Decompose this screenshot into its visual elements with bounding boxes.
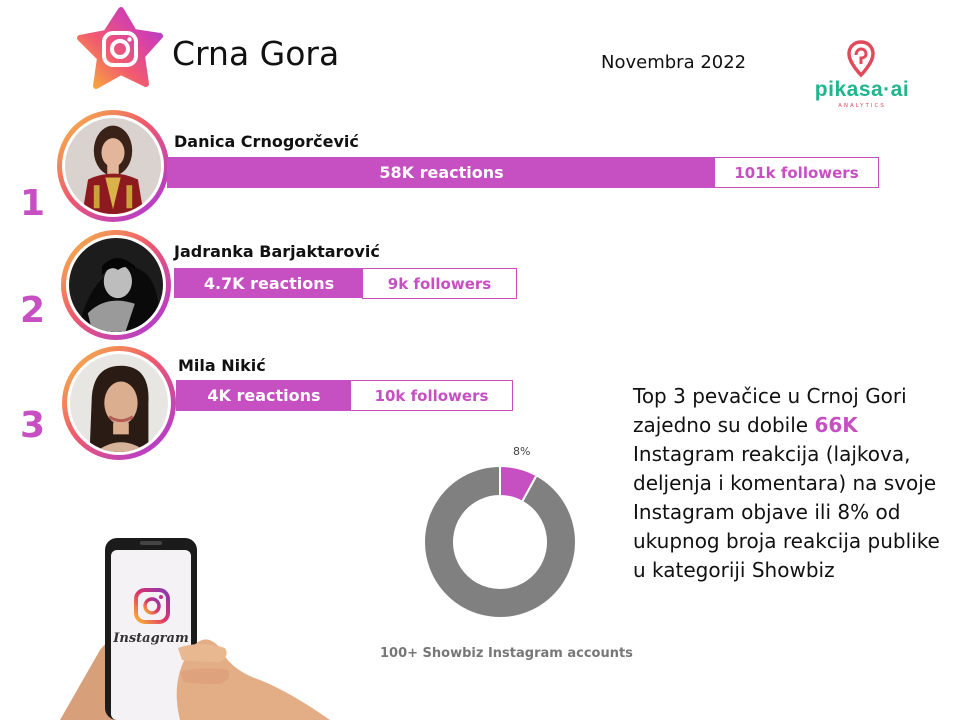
donut-slice-other: [423, 464, 577, 619]
page-title: Crna Gora: [172, 34, 340, 73]
reactions-share-donut: [423, 464, 577, 619]
phone-in-hand-illustration: Instagram: [60, 538, 330, 720]
reactions-bar: 4K reactions: [176, 380, 352, 411]
summary-text: Top 3 pevačice u Crnoj Gori zajedno su d…: [633, 382, 943, 585]
brand-name: pikasa·ai: [814, 78, 910, 101]
avatar: [57, 110, 169, 222]
reactions-bar: 4.7K reactions: [174, 268, 364, 298]
followers-box: 10k followers: [350, 380, 513, 411]
followers-box: 9k followers: [362, 268, 517, 299]
donut-data-label: 8%: [513, 445, 531, 458]
instagram-star-logo: [77, 7, 163, 89]
rank-number: 2: [20, 290, 46, 331]
avatar: [61, 230, 171, 340]
phone-app-name: Instagram: [112, 631, 188, 646]
brand-subtitle: ANALYTICS: [838, 103, 886, 109]
summary-part-2: Instagram reakcija (lajkova, deljenja i …: [633, 442, 940, 582]
singer-name: Danica Crnogorčević: [174, 132, 359, 151]
reactions-bar: 58K reactions: [167, 157, 716, 188]
avatar: [62, 346, 176, 460]
rank-number: 3: [20, 405, 46, 446]
date-label: Novembra 2022: [601, 52, 747, 73]
donut-caption: 100+ Showbiz Instagram accounts: [380, 646, 633, 661]
summary-highlight: 66K: [814, 413, 858, 437]
followers-box: 101k followers: [714, 157, 879, 188]
location-pin-icon: [847, 40, 875, 78]
singer-photo: [69, 238, 163, 332]
singer-name: Jadranka Barjaktarović: [174, 242, 380, 261]
rank-number: 1: [20, 183, 46, 224]
singer-photo: [65, 118, 161, 214]
pikasa-brand-logo: pikasa·ai ANALYTICS: [806, 40, 918, 112]
summary-part-1: Top 3 pevačice u Crnoj Gori zajedno su d…: [633, 384, 907, 437]
singer-name: Mila Nikić: [178, 356, 266, 375]
singer-photo: [70, 354, 168, 452]
